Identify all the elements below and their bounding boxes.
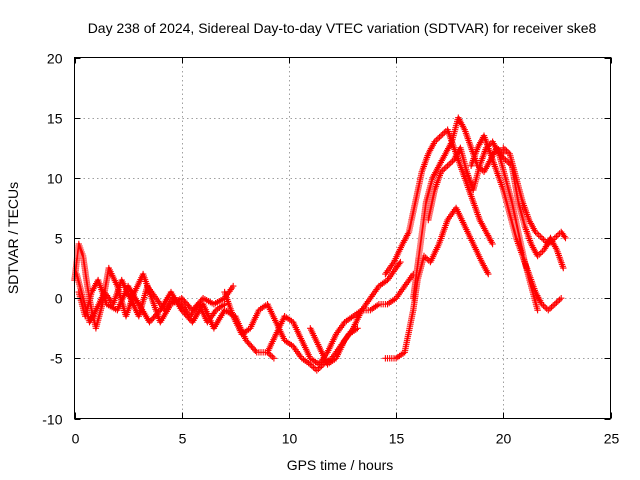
x-tick-label: 15 <box>389 431 405 447</box>
series-track-12 <box>495 150 567 272</box>
data-point-markers <box>264 270 417 368</box>
y-tick-label: -5 <box>50 351 63 367</box>
y-tick-label: 0 <box>55 291 63 307</box>
y-tick-label: 5 <box>55 231 63 247</box>
data-point-markers <box>382 126 496 278</box>
y-tick-label: 15 <box>47 111 63 127</box>
y-tick-label: 20 <box>47 51 63 67</box>
data-point-markers <box>500 144 569 248</box>
data-point-markers <box>410 114 507 302</box>
chart-title: Day 238 of 2024, Sidereal Day-to-day VTE… <box>88 20 597 36</box>
series-track-8 <box>382 126 496 278</box>
x-tick-label: 20 <box>496 431 512 447</box>
y-tick-label: 10 <box>47 171 63 187</box>
axis-ticks <box>74 57 612 420</box>
tick-labels: 0 5 10 15 20 25 -10 -5 0 5 10 15 20 <box>42 51 619 447</box>
x-tick-label: 5 <box>179 431 187 447</box>
series-track-9 <box>410 114 507 302</box>
data-point-markers <box>495 150 567 272</box>
series-track-3 <box>73 270 228 326</box>
series-track-11 <box>467 132 565 314</box>
series-track-5 <box>264 270 417 368</box>
x-tick-label: 0 <box>72 431 80 447</box>
data-point-markers <box>467 132 565 314</box>
x-tick-label: 25 <box>604 431 620 447</box>
y-tick-label: -10 <box>42 412 62 428</box>
series-track-13 <box>500 144 569 248</box>
series-track-6 <box>307 258 404 368</box>
x-tick-label: 10 <box>282 431 298 447</box>
data-point-markers <box>382 204 492 362</box>
y-axis-label: SDTVAR / TECUs <box>5 182 21 294</box>
series-track-7 <box>382 204 492 362</box>
data-point-markers <box>73 270 228 326</box>
data-points <box>71 114 569 374</box>
x-axis-label: GPS time / hours <box>287 457 394 473</box>
data-point-markers <box>307 258 404 368</box>
